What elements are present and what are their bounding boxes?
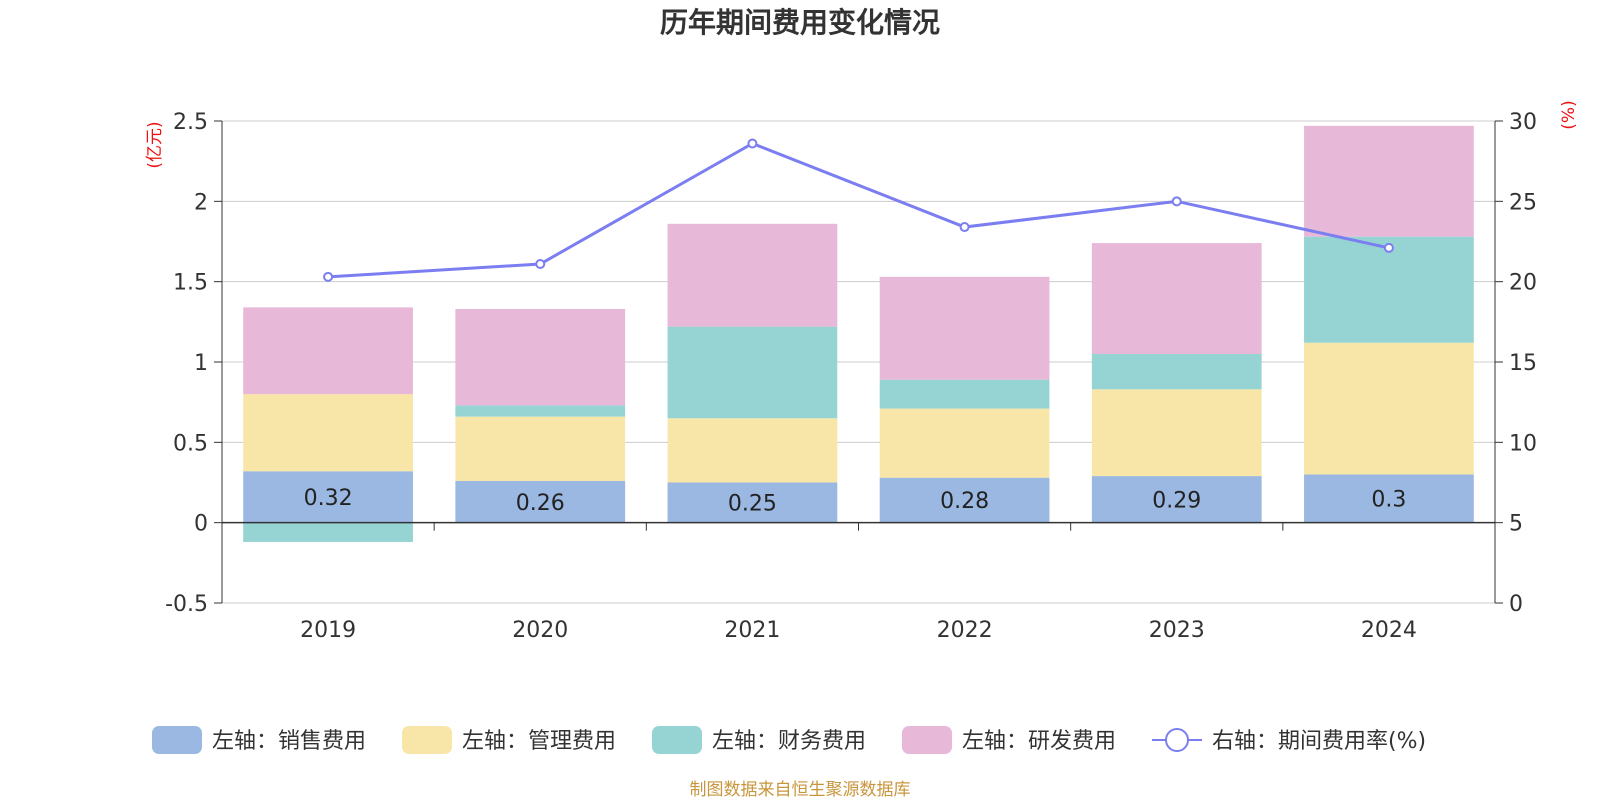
- bar-value-label: 0.26: [516, 491, 565, 516]
- bar-segment: [667, 418, 838, 483]
- legend: 左轴：销售费用 左轴：管理费用 左轴：财务费用 左轴：研发费用 右轴：期间费用率(%): [152, 726, 1426, 754]
- legend-item: 左轴：财务费用: [652, 726, 866, 754]
- right-tick-label: 25: [1509, 190, 1537, 215]
- bar-value-label: 0.25: [728, 492, 777, 517]
- right-tick-label: 10: [1509, 431, 1537, 456]
- left-tick-label: 0: [194, 512, 208, 537]
- legend-swatch: [152, 726, 202, 754]
- bar-labels: 0.32 0.26 0.25 0.28 0.29 0.3: [304, 486, 1407, 517]
- right-tick-label: 30: [1509, 110, 1537, 135]
- bar-segment: [1304, 236, 1474, 343]
- right-axis-unit: (%): [1559, 100, 1579, 129]
- bars: [243, 125, 1474, 542]
- bar-segment: [455, 416, 626, 481]
- left-tick-label: 1: [194, 351, 208, 376]
- bar-value-label: 0.32: [304, 486, 353, 511]
- left-tick-label: 2: [194, 190, 208, 215]
- right-tick-label: 5: [1509, 512, 1523, 537]
- bar-segment: [243, 522, 413, 542]
- left-axis-unit: (亿元): [145, 121, 165, 168]
- legend-label: 右轴：期间费用率(%): [1212, 729, 1426, 754]
- x-tick-label: 2023: [1149, 618, 1205, 643]
- left-tick-label: -0.5: [165, 592, 208, 617]
- bar-segment: [455, 308, 626, 406]
- legend-label: 左轴：财务费用: [712, 729, 866, 754]
- bar-segment: [879, 379, 1050, 409]
- bar-segment: [879, 408, 1050, 478]
- legend-item: 左轴：销售费用: [152, 726, 366, 754]
- rate-point: [323, 271, 334, 282]
- bar-segment: [667, 223, 838, 327]
- right-tick-label: 20: [1509, 271, 1537, 296]
- bar-segment: [243, 394, 413, 472]
- x-tick-label: 2019: [300, 618, 356, 643]
- legend-item: 左轴：管理费用: [402, 726, 616, 754]
- source-note: 制图数据来自恒生聚源数据库: [690, 780, 911, 800]
- legend-item: 右轴：期间费用率(%): [1152, 728, 1426, 754]
- chart-title: 历年期间费用变化情况: [660, 6, 940, 39]
- bar-segment: [667, 326, 838, 419]
- rate-point: [959, 222, 970, 233]
- bar-segment: [1091, 389, 1262, 477]
- bar-segment: [243, 471, 413, 523]
- legend-label: 左轴：研发费用: [962, 729, 1116, 754]
- rate-point: [1383, 242, 1394, 253]
- axes: -0.5 0 0.5 1 1.5 2 2.5 0 5 10 15 20 25 30 2019 2020 2021…: [165, 110, 1537, 643]
- legend-label: 左轴：管理费用: [462, 729, 616, 754]
- bar-segment: [879, 276, 1050, 380]
- x-tick-label: 2024: [1361, 618, 1417, 643]
- bar-value-label: 0.3: [1371, 488, 1406, 513]
- bar-value-label: 0.28: [940, 489, 989, 514]
- bar-segment: [1091, 353, 1262, 390]
- bar-segment: [455, 480, 626, 523]
- left-tick-label: 2.5: [173, 110, 208, 135]
- right-tick-label: 0: [1509, 592, 1523, 617]
- bar-segment: [1091, 476, 1262, 523]
- x-tick-label: 2021: [724, 618, 780, 643]
- bar-segment: [1091, 243, 1262, 354]
- legend-swatch: [652, 726, 702, 754]
- rate-point: [747, 138, 758, 149]
- legend-item: 左轴：研发费用: [902, 726, 1116, 754]
- bar-segment: [243, 307, 413, 395]
- bar-segment: [1304, 474, 1474, 523]
- legend-marker: [1165, 728, 1189, 752]
- x-tick-label: 2022: [937, 618, 993, 643]
- bar-segment: [455, 405, 626, 417]
- rate-point: [1171, 196, 1182, 207]
- legend-label: 左轴：销售费用: [212, 729, 366, 754]
- bar-segment: [1304, 342, 1474, 475]
- rate-point: [535, 258, 546, 269]
- left-tick-label: 0.5: [173, 431, 208, 456]
- right-tick-label: 15: [1509, 351, 1537, 376]
- legend-swatch: [402, 726, 452, 754]
- left-tick-label: 1.5: [173, 271, 208, 296]
- rate-line-path: [327, 141, 1390, 279]
- grid: [222, 120, 1495, 604]
- rate-line: [323, 138, 1394, 282]
- bar-segment: [667, 482, 838, 523]
- legend-swatch: [902, 726, 952, 754]
- bar-segment: [879, 477, 1050, 523]
- bar-segment: [1304, 125, 1474, 237]
- bar-value-label: 0.29: [1152, 488, 1201, 513]
- x-tick-label: 2020: [512, 618, 568, 643]
